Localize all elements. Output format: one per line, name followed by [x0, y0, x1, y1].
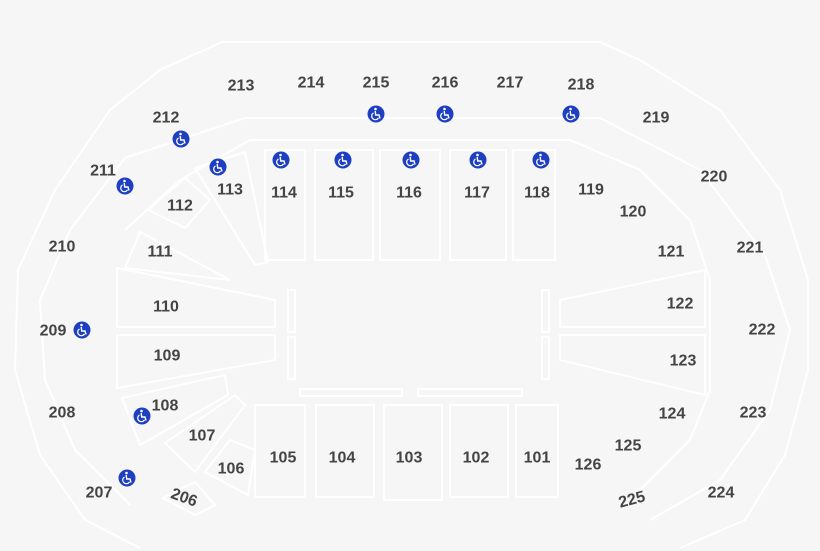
section-223[interactable]: 223	[740, 405, 767, 422]
section-126[interactable]: 126	[575, 457, 602, 474]
section-213[interactable]: 213	[228, 78, 255, 95]
section-113[interactable]: 113	[217, 182, 243, 199]
wheelchair-icon	[172, 130, 190, 148]
section-123[interactable]: 123	[670, 353, 697, 370]
wheelchair-icon	[73, 321, 91, 339]
section-121[interactable]: 121	[658, 244, 685, 261]
wheelchair-icon	[118, 469, 136, 487]
section-217[interactable]: 217	[497, 75, 524, 92]
section-115[interactable]: 115	[328, 185, 354, 202]
section-112[interactable]: 112	[167, 198, 193, 215]
wheelchair-icon	[469, 151, 487, 169]
section-104[interactable]: 104	[329, 450, 356, 467]
section-125[interactable]: 125	[615, 438, 642, 455]
section-222[interactable]: 222	[749, 322, 776, 339]
section-107[interactable]: 107	[189, 428, 216, 445]
accessible-icons	[73, 105, 580, 487]
section-124[interactable]: 124	[659, 406, 686, 423]
section-208[interactable]: 208	[49, 405, 76, 422]
section-122[interactable]: 122	[667, 296, 694, 313]
section-117[interactable]: 117	[464, 185, 490, 202]
section-214[interactable]: 214	[298, 75, 325, 92]
section-220[interactable]: 220	[701, 169, 728, 186]
section-209[interactable]: 209	[40, 323, 67, 340]
section-outlines	[13, 41, 809, 549]
section-119[interactable]: 119	[578, 182, 604, 199]
section-103[interactable]: 103	[396, 450, 423, 467]
section-219[interactable]: 219	[643, 110, 670, 127]
section-114[interactable]: 114	[271, 185, 297, 202]
section-206[interactable]: 206	[169, 485, 200, 510]
section-225[interactable]: 225	[617, 488, 647, 511]
wheelchair-icon	[436, 105, 454, 123]
wheelchair-icon	[562, 105, 580, 123]
wheelchair-icon	[133, 407, 151, 425]
section-212[interactable]: 212	[153, 110, 180, 127]
section-108[interactable]: 108	[152, 398, 179, 415]
section-211[interactable]: 211	[90, 163, 116, 180]
section-111[interactable]: 111	[148, 244, 173, 261]
wheelchair-icon	[116, 177, 134, 195]
wheelchair-icon	[334, 151, 352, 169]
section-118[interactable]: 118	[524, 185, 550, 202]
section-116[interactable]: 116	[396, 185, 422, 202]
section-102[interactable]: 102	[463, 450, 490, 467]
section-210[interactable]: 210	[49, 239, 76, 256]
section-106[interactable]: 106	[218, 461, 245, 478]
wheelchair-icon	[272, 151, 290, 169]
section-109[interactable]: 109	[154, 348, 181, 365]
section-120[interactable]: 120	[620, 204, 647, 221]
section-105[interactable]: 105	[270, 450, 297, 467]
wheelchair-icon	[532, 151, 550, 169]
wheelchair-icon	[367, 105, 385, 123]
section-215[interactable]: 215	[363, 75, 390, 92]
section-207[interactable]: 207	[86, 485, 113, 502]
wheelchair-icon	[209, 158, 227, 176]
section-110[interactable]: 110	[153, 299, 179, 316]
section-101[interactable]: 101	[524, 450, 551, 467]
section-224[interactable]: 224	[708, 485, 735, 502]
section-218[interactable]: 218	[568, 77, 595, 94]
section-216[interactable]: 216	[432, 75, 459, 92]
section-221[interactable]: 221	[737, 240, 764, 257]
wheelchair-icon	[402, 151, 420, 169]
